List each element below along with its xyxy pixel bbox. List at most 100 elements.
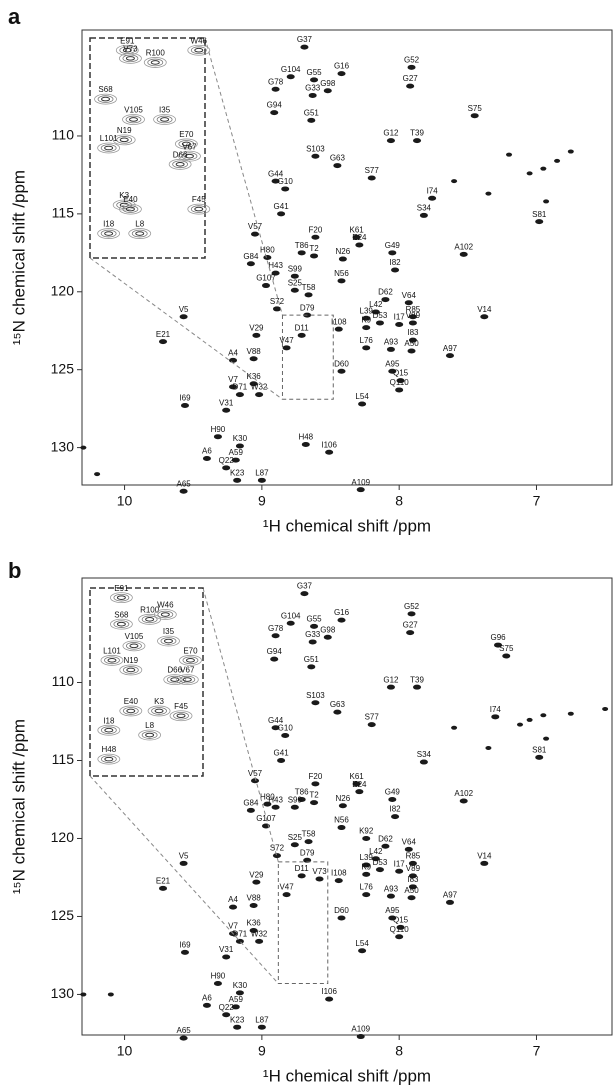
contour-ring [175,674,199,685]
inset-peak [145,732,155,738]
peak-label: G52 [404,56,420,65]
peak-label: I69 [179,940,191,949]
contour-ring [179,654,202,666]
peak [352,781,361,787]
inset-peak [126,708,136,714]
contour-ring [97,228,121,239]
peak-label: T39 [410,129,424,138]
peak-label: V5 [179,852,189,861]
peak [311,781,320,787]
peak-label: I17 [394,859,406,868]
contour-ring [113,593,130,602]
peak-label: S103 [306,691,325,700]
inset-peak-label: E70 [179,130,194,139]
plot-frame [81,577,613,1036]
peak [381,297,390,303]
contour-ring [143,57,167,68]
contour-ring [104,656,120,665]
peak [281,186,290,192]
zoom-box [281,314,334,400]
peak [255,392,264,398]
peak [271,804,280,810]
peak-label: H90 [211,425,226,434]
peak [202,1002,211,1008]
peak [386,346,395,352]
y-tick-label: 120 [51,829,75,845]
peak [107,992,114,997]
contour-ring [100,726,117,735]
peak-label: S103 [306,144,325,153]
peak [310,77,319,83]
peak-label: K30 [233,434,248,443]
peak [255,938,264,944]
peak-label: I108 [331,869,347,878]
contour-ring [147,58,164,67]
peak [272,306,281,312]
peak-label: G33 [305,630,321,639]
peak [233,1024,242,1030]
peak-label: K9 [361,316,371,325]
peak [229,384,238,390]
peak [290,273,299,279]
peak-label: I74 [490,705,502,714]
inset-peak [125,206,135,212]
peak [334,878,343,884]
peak-label: I83 [407,328,419,337]
peak [419,212,428,218]
peak [362,835,371,841]
inset-peak-label: I18 [103,716,115,725]
contour-ring [190,205,207,213]
peak [80,992,87,997]
peak [271,178,280,184]
peak-label: F20 [309,772,323,781]
peak [301,441,310,447]
peak [445,899,454,905]
peak-label: V47 [279,336,294,345]
peak-label: V89 [406,311,421,320]
peak-label: G55 [306,614,322,623]
peak [375,320,384,326]
peak [395,934,404,940]
inset-peak-label: K3 [154,697,164,706]
inset-peak-label: H48 [101,745,116,754]
peak-label: A95 [385,906,400,915]
inset-peak [184,153,194,159]
inset-peak [104,231,114,236]
peak [404,300,413,306]
peak [311,153,320,159]
peak-label: G78 [268,77,284,86]
peak [297,796,306,802]
peak-label: I74 [427,186,439,195]
contour-ring [157,635,180,647]
inset-peak-label: V105 [125,632,144,641]
peak [249,356,258,362]
contour-ring [168,158,192,170]
contour-ring [153,114,176,125]
peak [485,746,492,751]
peak [540,166,547,171]
peak-label: G84 [243,799,259,808]
peak [180,403,189,409]
inset-peak [160,612,170,617]
peak [315,876,324,882]
peak [480,860,489,866]
peak-label: K36 [247,372,262,381]
peak-label: T86 [295,788,309,797]
peak-label: H48 [298,433,313,442]
inset-peak [104,727,114,733]
peak-label: V14 [477,852,492,861]
contour-ring [122,640,146,652]
x-tick-label: 7 [533,1043,541,1059]
peak-label: D11 [295,324,310,333]
peak-label: I82 [389,805,401,814]
peak [367,722,376,728]
inset-peak [104,145,114,151]
peak [94,472,101,477]
peak [337,278,346,284]
peak-label: A50 [404,339,419,348]
inset-peak-label: N19 [117,126,132,135]
x-tick-label: 8 [395,493,403,509]
contour-ring [153,609,177,620]
x-tick-label: 9 [258,493,266,509]
peak [179,860,188,866]
